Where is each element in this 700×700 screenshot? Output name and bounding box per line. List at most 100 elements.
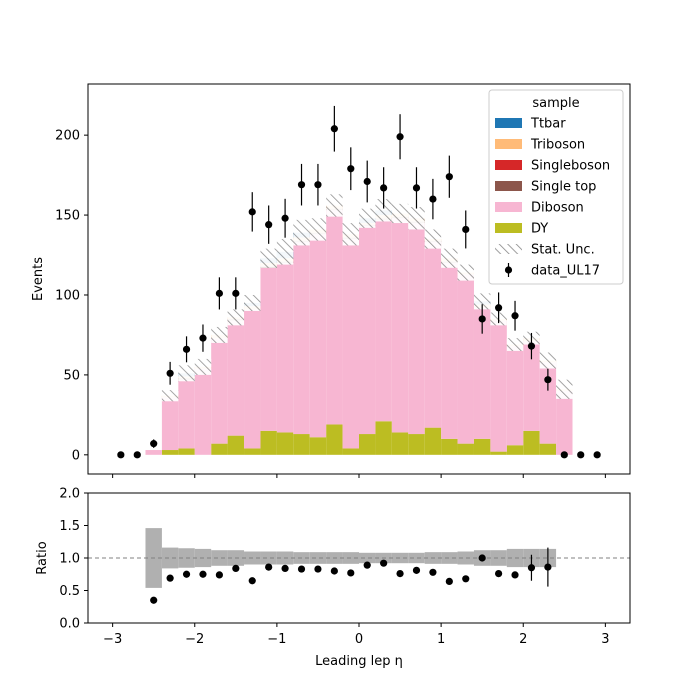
data-point-9 <box>265 221 273 229</box>
ratio-point-4 <box>215 571 223 579</box>
data-point-19 <box>429 195 437 203</box>
legend: sample Ttbar Triboson Singleboson Single top… <box>488 89 624 285</box>
stat-unc-bin-12 <box>309 218 327 241</box>
legend-label-data-ul17: data_UL17 <box>531 264 600 279</box>
bar-diboson-bin-9 <box>260 267 277 431</box>
ratio-y-tick-label-2: 1.0 <box>59 552 80 567</box>
x-tick-label-5: 2 <box>519 632 527 647</box>
data-point-12 <box>314 181 322 189</box>
bar-dy-bin-25 <box>523 430 540 455</box>
bar-dy-bin-12 <box>309 437 327 455</box>
bar-diboson-bin-8 <box>244 309 261 449</box>
bar-diboson-bin-18 <box>408 223 425 435</box>
x-tick-label-4: 1 <box>437 632 445 647</box>
ratio-panel: −3 −2 −1 0 1 2 3 0.0 0.5 1.0 1.5 2.0 Ratio Leading… <box>35 487 631 669</box>
bar-dy-bin-20 <box>441 438 458 455</box>
legend-swatch-singleboson <box>495 160 522 170</box>
bar-dy-bin-7 <box>227 435 245 455</box>
ratio-point-23 <box>527 564 536 572</box>
bar-diboson-bin-3 <box>161 397 179 451</box>
bar-diboson-bin-15 <box>359 226 376 435</box>
x-axis-label: Leading lep η <box>315 654 403 669</box>
bar-dy-bin-11 <box>293 434 310 455</box>
data-point-13 <box>330 125 338 133</box>
stat-unc-bin-13 <box>326 194 343 217</box>
stat-unc-bin-18 <box>408 207 425 230</box>
legend-swatch-single-top <box>495 181 522 191</box>
ratio-band-bin-17 <box>391 552 409 564</box>
bar-dy-bin-17 <box>391 432 409 455</box>
ratio-point-18 <box>445 577 453 586</box>
bar-dy-bin-3 <box>161 450 179 455</box>
bar-diboson-bin-25 <box>523 341 540 431</box>
main-y-ticks: 0 50 100 150 200 <box>55 129 88 463</box>
data-point-11 <box>297 181 306 189</box>
x-tick-label-0: −3 <box>103 632 122 647</box>
stat-unc-bin-20 <box>441 248 458 268</box>
bar-dy-bin-18 <box>408 434 425 455</box>
ratio-x-ticks: −3 −2 −1 0 1 2 3 <box>103 623 610 647</box>
data-point-27 <box>560 451 568 459</box>
ratio-y-tick-label-3: 1.5 <box>59 519 80 534</box>
bar-dy-bin-22 <box>473 438 491 455</box>
bar-diboson-bin-20 <box>441 263 458 439</box>
bar-diboson-bin-19 <box>424 242 442 428</box>
bar-dy-bin-19 <box>424 427 442 455</box>
bar-diboson-bin-13 <box>326 210 343 425</box>
bar-dy-bin-26 <box>539 443 557 455</box>
bar-diboson-bin-16 <box>375 219 392 422</box>
main-panel: 0 50 100 150 200 Events <box>31 83 631 478</box>
data-points <box>117 105 601 459</box>
stat-unc-bin-24 <box>506 338 524 351</box>
bar-diboson-bin-26 <box>539 362 557 444</box>
y-tick-label-4: 200 <box>55 129 80 144</box>
bar-diboson-bin-2 <box>145 450 162 455</box>
ratio-point-11 <box>330 567 338 575</box>
legend-swatch-data-marker <box>504 266 513 274</box>
data-point-25 <box>527 342 536 350</box>
ratio-point-7 <box>265 563 273 571</box>
bar-dy-bin-9 <box>260 430 277 455</box>
stat-unc-bin-27 <box>556 379 573 399</box>
ratio-band-bin-9 <box>260 551 277 565</box>
data-point-5 <box>199 334 207 342</box>
data-point-0 <box>117 451 125 459</box>
data-point-15 <box>363 177 371 186</box>
legend-swatch-dy <box>495 223 522 233</box>
ratio-point-3 <box>199 570 207 578</box>
bar-diboson-bin-17 <box>391 218 409 433</box>
ratio-point-24 <box>544 563 552 571</box>
bar-diboson-bin-22 <box>473 307 491 439</box>
stat-unc-bin-19 <box>424 229 442 249</box>
bar-dy-bin-21 <box>457 443 474 455</box>
ratio-point-9 <box>297 565 306 573</box>
stat-unc-bin-3 <box>161 390 179 402</box>
ratio-band-bin-3 <box>161 547 179 569</box>
bar-dy-bin-23 <box>490 451 507 455</box>
x-tick-label-6: 3 <box>601 632 609 647</box>
bar-diboson-bin-12 <box>309 234 327 438</box>
y-tick-label-2: 100 <box>55 288 80 303</box>
legend-label-ttbar: Ttbar <box>530 117 566 132</box>
data-point-20 <box>445 173 453 181</box>
legend-box <box>488 89 624 285</box>
bar-diboson-bin-24 <box>506 346 524 446</box>
bar-dy-bin-14 <box>342 448 359 455</box>
ratio-point-6 <box>248 577 256 585</box>
data-point-29 <box>593 451 601 459</box>
ratio-band-bin-18 <box>408 552 425 564</box>
ratio-point-10 <box>314 565 322 573</box>
data-point-2 <box>150 440 158 448</box>
x-tick-label-2: −1 <box>267 632 286 647</box>
ratio-point-21 <box>495 570 503 578</box>
stat-unc-bin-6 <box>211 326 228 343</box>
bar-diboson-bin-7 <box>227 320 245 436</box>
legend-title: sample <box>532 96 579 111</box>
bar-diboson-bin-27 <box>556 390 573 455</box>
data-point-22 <box>478 315 486 323</box>
ratio-point-8 <box>281 564 289 573</box>
legend-swatch-ttbar <box>495 118 522 128</box>
y-tick-label-3: 150 <box>55 209 80 224</box>
legend-label-single-top: Single top <box>531 180 596 195</box>
